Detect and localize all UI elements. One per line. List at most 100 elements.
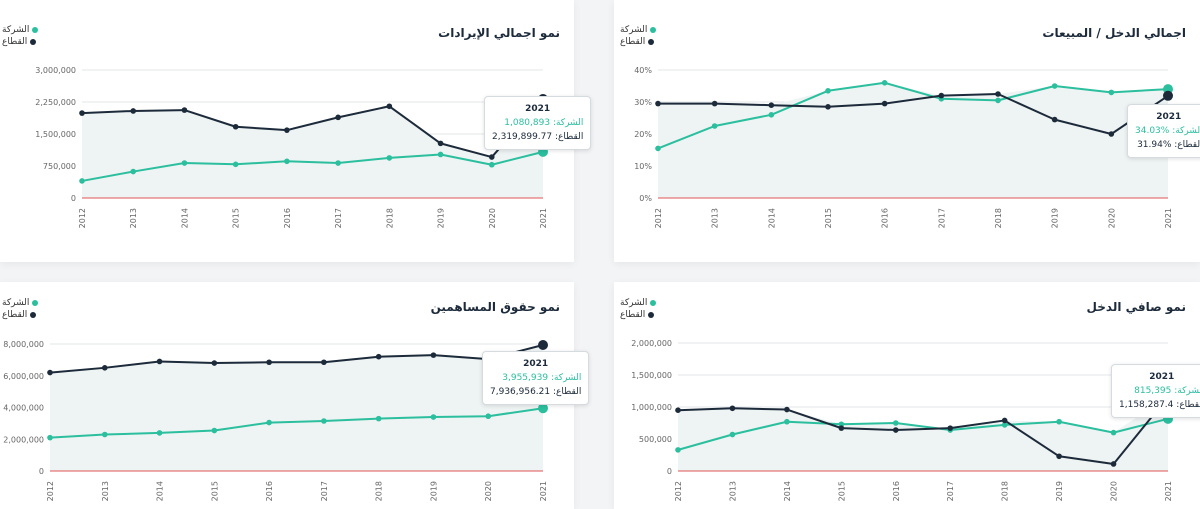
legend-label-company: الشركة: [2, 25, 30, 35]
sector-data-point: [711, 100, 718, 107]
legend-item-sector[interactable]: القطاع: [2, 36, 38, 48]
legend-item-company[interactable]: الشركة: [2, 24, 39, 36]
y-tick-label: 500,000: [639, 435, 672, 444]
chart-legend[interactable]: الشركة القطاع: [2, 24, 39, 48]
tooltip-sector-value: 7,936,956.21: [490, 387, 551, 397]
sector-data-point: [1051, 116, 1058, 123]
company-data-point: [1001, 422, 1008, 428]
chart-legend[interactable]: الشركة القطاع: [620, 297, 657, 321]
x-tick-label: 2015: [210, 481, 219, 501]
legend-item-company[interactable]: الشركة: [620, 297, 657, 309]
legend-item-company[interactable]: الشركة: [2, 297, 39, 309]
company-data-point: [156, 430, 163, 436]
x-tick-label: 2017: [320, 481, 329, 501]
company-data-point: [386, 155, 393, 161]
tooltip-company-row: الشركة: 1,080,893: [492, 116, 583, 130]
y-tick-label: 2,000,000: [3, 435, 44, 444]
chart-legend[interactable]: الشركة القطاع: [2, 297, 39, 321]
x-tick-label: 2020: [488, 208, 497, 228]
sector-data-point: [321, 359, 327, 366]
equity-chart[interactable]: 0 2,000,000 4,000,000 6,000,000 8,000,000 201…: [0, 282, 574, 509]
legend-dot-sector: [648, 39, 655, 45]
net-income-chart[interactable]: 0 500,000 1,000,000 1,500,000 2,000,000 2012 2…: [614, 282, 1200, 509]
income-sales-chart[interactable]: 0% 10% 20% 30% 40% 2012 2013 2014 2015 2016 2017 20…: [614, 0, 1200, 262]
company-data-point: [232, 161, 239, 168]
company-data-point: [838, 421, 845, 428]
tooltip-sector-label: القطاع:: [555, 132, 584, 142]
x-tick-label: 2013: [711, 208, 720, 228]
sector-data-point: [655, 100, 661, 107]
company-data-point: [655, 145, 661, 152]
tooltip-sector-label: القطاع:: [553, 387, 582, 397]
x-tick-label: 2014: [767, 208, 776, 228]
tooltip-company-value: 815,395: [1134, 386, 1172, 396]
legend-item-company[interactable]: الشركة: [620, 24, 657, 36]
tooltip-sector-row: القطاع: 7,936,956.21: [490, 385, 581, 399]
sector-data-point: [1108, 131, 1115, 137]
company-data-point: [430, 414, 437, 420]
company-data-point: [881, 80, 888, 86]
x-tick-label: 2013: [728, 481, 737, 501]
sector-data-point: [211, 360, 218, 366]
y-tick-label: 3,000,000: [35, 66, 76, 75]
sector-data-point: [386, 103, 393, 110]
x-tick-label: 2021: [539, 208, 548, 228]
y-tick-label: 1,000,000: [631, 403, 672, 412]
sector-data-point: [881, 100, 888, 107]
legend-dot-company: [32, 27, 39, 33]
chart-legend[interactable]: الشركة القطاع: [620, 24, 657, 48]
y-tick-label: 4,000,000: [3, 404, 44, 413]
company-series-line: [677, 417, 1169, 451]
sector-data-point: [538, 340, 548, 351]
tooltip-company-value: 1,080,893: [504, 118, 551, 128]
company-data-point: [1108, 89, 1115, 96]
y-tick-label: 1,500,000: [631, 371, 672, 380]
legend-item-sector[interactable]: القطاع: [620, 36, 656, 48]
sector-series-line: [49, 344, 544, 374]
chart-tooltip: 2021 الشركة: 815,395 القطاع: 1,158,287.4: [1111, 364, 1200, 418]
tooltip-sector-value: 1,158,287.4: [1119, 400, 1174, 410]
legend-label-company: الشركة: [620, 25, 648, 35]
x-tick-label: 2012: [674, 481, 683, 501]
chart-title: اجمالي الدخل / المبيعات: [1042, 26, 1186, 40]
chart-card-equity: نمو حقوق المساهمين الشركة القطاع 0 2,000,…: [0, 282, 590, 509]
tooltip-company-value: 3,955,939: [502, 373, 549, 383]
tooltip-company-row: الشركة: 3,955,939: [490, 371, 581, 385]
sector-data-point: [156, 358, 163, 365]
tooltip-sector-row: القطاع: 2,319,899.77: [492, 130, 583, 144]
x-tick-label: 2019: [1051, 208, 1060, 228]
company-data-point: [335, 160, 341, 166]
x-tick-label: 2014: [783, 481, 792, 501]
tooltip-sector-label: القطاع:: [1174, 140, 1200, 150]
chart-tooltip: 2021 الشركة: %34.03 القطاع: %31.94: [1127, 104, 1200, 158]
chart-tooltip: 2021 الشركة: 1,080,893 القطاع: 2,319,899…: [484, 96, 592, 150]
x-tick-label: 2016: [892, 481, 901, 501]
legend-label-sector: القطاع: [2, 310, 28, 320]
company-data-point: [130, 168, 137, 175]
x-tick-label: 2018: [385, 208, 394, 228]
x-tick-label: 2020: [1107, 208, 1116, 228]
sector-data-point: [1056, 453, 1062, 460]
legend-dot-sector: [30, 39, 37, 45]
y-tick-label: 10%: [634, 162, 652, 171]
revenue-chart[interactable]: 0 750,000 1,500,000 2,250,000 3,000,000 2012 2…: [0, 0, 574, 262]
legend-label-sector: القطاع: [2, 37, 28, 47]
company-data-point: [768, 112, 775, 118]
company-data-point: [211, 427, 218, 434]
sector-data-point: [266, 359, 272, 366]
y-tick-label: 2,250,000: [35, 98, 76, 107]
x-tick-label: 2017: [334, 208, 343, 228]
legend-item-sector[interactable]: القطاع: [620, 309, 656, 321]
y-tick-label: 6,000,000: [3, 372, 44, 381]
sector-data-point: [784, 406, 790, 413]
company-data-point: [485, 413, 492, 420]
company-data-point: [711, 123, 718, 129]
company-data-point: [284, 158, 290, 165]
y-tick-label: 750,000: [43, 162, 76, 171]
chart-title: نمو صافي الدخل: [1086, 300, 1186, 314]
tooltip-sector-row: القطاع: %31.94: [1135, 138, 1200, 152]
tooltip-year: 2021: [525, 104, 551, 114]
x-tick-label: 2016: [881, 208, 890, 228]
legend-item-sector[interactable]: القطاع: [2, 309, 38, 321]
x-tick-label: 2017: [946, 481, 955, 501]
